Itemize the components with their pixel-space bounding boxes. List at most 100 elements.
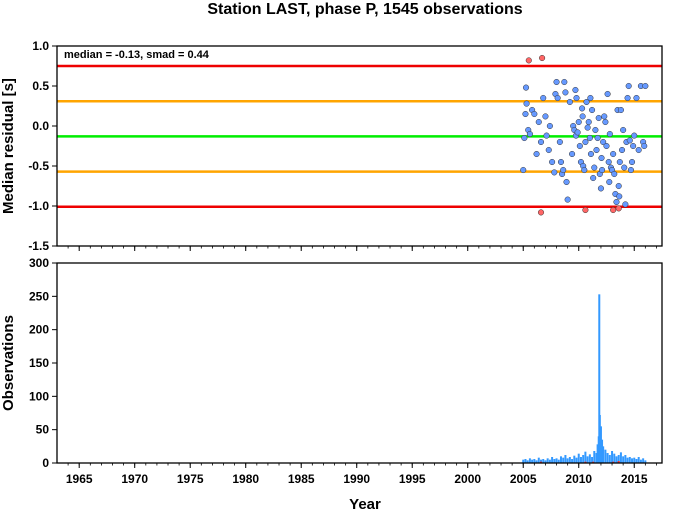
residual-point-51 bbox=[587, 150, 595, 158]
observation-bar-44 bbox=[611, 451, 614, 463]
observation-bar-17 bbox=[559, 456, 562, 463]
x-tick-label-5: 1990 bbox=[343, 472, 370, 486]
observation-bar-2 bbox=[526, 460, 529, 463]
observation-bar-53 bbox=[631, 458, 634, 463]
observation-bar-6 bbox=[535, 460, 538, 463]
residual-point-13 bbox=[542, 113, 549, 120]
residual-point-68 bbox=[605, 158, 612, 166]
observation-bar-33 bbox=[595, 453, 598, 463]
residual-point-16 bbox=[546, 122, 553, 130]
outlier-point-0 bbox=[525, 57, 532, 64]
x-tick-label-6: 1995 bbox=[399, 472, 426, 486]
observation-bar-9 bbox=[542, 459, 545, 463]
observations-y-tick-label-1: 250 bbox=[29, 289, 49, 303]
residual-point-69 bbox=[606, 178, 613, 186]
observation-bar-45 bbox=[613, 453, 616, 463]
observation-bar-59 bbox=[644, 460, 647, 463]
observations-y-tick-label-4: 100 bbox=[29, 389, 49, 403]
observation-bar-30 bbox=[588, 454, 591, 463]
observation-bar-58 bbox=[642, 458, 645, 463]
residual-point-11 bbox=[537, 138, 545, 146]
residual-point-29 bbox=[564, 196, 571, 203]
residual-point-4 bbox=[523, 100, 530, 107]
residual-y-tick-label-3: -0.5 bbox=[28, 159, 49, 173]
residual-point-3 bbox=[522, 84, 530, 91]
residual-point-99 bbox=[642, 82, 649, 90]
residual-point-67 bbox=[604, 90, 611, 98]
observation-bar-49 bbox=[622, 456, 625, 463]
observation-bar-20 bbox=[566, 458, 569, 463]
residual-point-41 bbox=[579, 105, 586, 112]
observations-y-ticks: 300 250 200 150 100 50 0 bbox=[29, 256, 57, 470]
residual-point-76 bbox=[613, 198, 620, 206]
residual-point-62 bbox=[599, 166, 606, 174]
x-axis-label: Year bbox=[349, 496, 381, 511]
observation-bar-36 bbox=[598, 294, 601, 463]
observation-bar-7 bbox=[537, 457, 540, 463]
residual-point-63 bbox=[600, 138, 607, 146]
residual-point-81 bbox=[617, 106, 624, 114]
observations-y-tick-label-2: 200 bbox=[29, 323, 49, 337]
observation-bar-8 bbox=[540, 459, 542, 463]
observation-bar-26 bbox=[579, 457, 582, 463]
residual-point-73 bbox=[610, 150, 617, 158]
residual-point-15 bbox=[545, 146, 552, 154]
residual-point-55 bbox=[592, 126, 599, 134]
outlier-bar-2 bbox=[592, 461, 595, 463]
outlier-point-3 bbox=[582, 206, 589, 214]
residual-points bbox=[520, 54, 649, 216]
observation-bar-47 bbox=[617, 455, 620, 463]
residual-point-50 bbox=[587, 94, 594, 102]
residual-point-23 bbox=[557, 158, 565, 166]
residual-point-82 bbox=[618, 146, 626, 154]
observation-bar-46 bbox=[615, 456, 618, 463]
residual-point-60 bbox=[597, 185, 604, 192]
observation-bar-55 bbox=[635, 459, 638, 463]
observation-bar-37 bbox=[598, 415, 601, 463]
observation-bar-25 bbox=[577, 453, 580, 463]
residual-point-83 bbox=[620, 126, 627, 134]
observation-bar-28 bbox=[584, 451, 587, 463]
residual-point-20 bbox=[553, 78, 560, 86]
residual-y-tick-label-2: 0.0 bbox=[32, 119, 49, 133]
residual-point-42 bbox=[579, 113, 586, 120]
residual-y-ticks: 1.0 0.5 0.0 -0.5 -1.0 -1.5 bbox=[28, 39, 57, 253]
residual-point-90 bbox=[627, 166, 634, 174]
observation-bar-31 bbox=[591, 457, 594, 463]
observations-y-tick-label-0: 300 bbox=[29, 256, 49, 270]
residual-point-84 bbox=[621, 164, 628, 171]
residual-point-26 bbox=[561, 78, 568, 86]
observation-bar-15 bbox=[555, 458, 558, 463]
residual-point-17 bbox=[549, 158, 556, 166]
residual-point-64 bbox=[601, 113, 608, 120]
observation-bar-11 bbox=[546, 458, 549, 463]
residual-point-46 bbox=[583, 98, 590, 106]
outlier-bar-0 bbox=[540, 461, 542, 463]
chart-title: Station LAST, phase P, 1545 observations bbox=[207, 1, 522, 18]
observation-bar-12 bbox=[548, 459, 551, 463]
residual-point-8 bbox=[531, 110, 538, 118]
outlier-bar-1 bbox=[584, 461, 587, 463]
observation-bar-0 bbox=[522, 459, 525, 463]
x-tick-label-2: 1975 bbox=[177, 472, 204, 486]
residual-point-49 bbox=[586, 134, 593, 142]
residual-point-44 bbox=[581, 166, 588, 174]
residual-point-53 bbox=[590, 174, 597, 182]
observation-bar-18 bbox=[562, 457, 565, 463]
observation-bar-14 bbox=[553, 459, 556, 463]
observations-x-ticks: 1965 1970 1975 1980 1985 1990 1995 2000 2005 2010… bbox=[66, 463, 657, 486]
outlier-point-5 bbox=[615, 205, 622, 212]
residual-point-98 bbox=[641, 142, 648, 150]
residual-point-48 bbox=[585, 118, 592, 126]
observation-bar-24 bbox=[575, 457, 578, 463]
residual-point-6 bbox=[526, 130, 533, 138]
residual-point-30 bbox=[566, 98, 573, 106]
residual-point-88 bbox=[625, 82, 632, 90]
outlier-bar-4 bbox=[617, 461, 620, 463]
residual-point-31 bbox=[569, 150, 576, 158]
observation-bar-48 bbox=[619, 452, 622, 463]
observation-bar-16 bbox=[557, 459, 560, 463]
x-tick-label-8: 2005 bbox=[510, 472, 537, 486]
residual-point-74 bbox=[611, 170, 618, 178]
